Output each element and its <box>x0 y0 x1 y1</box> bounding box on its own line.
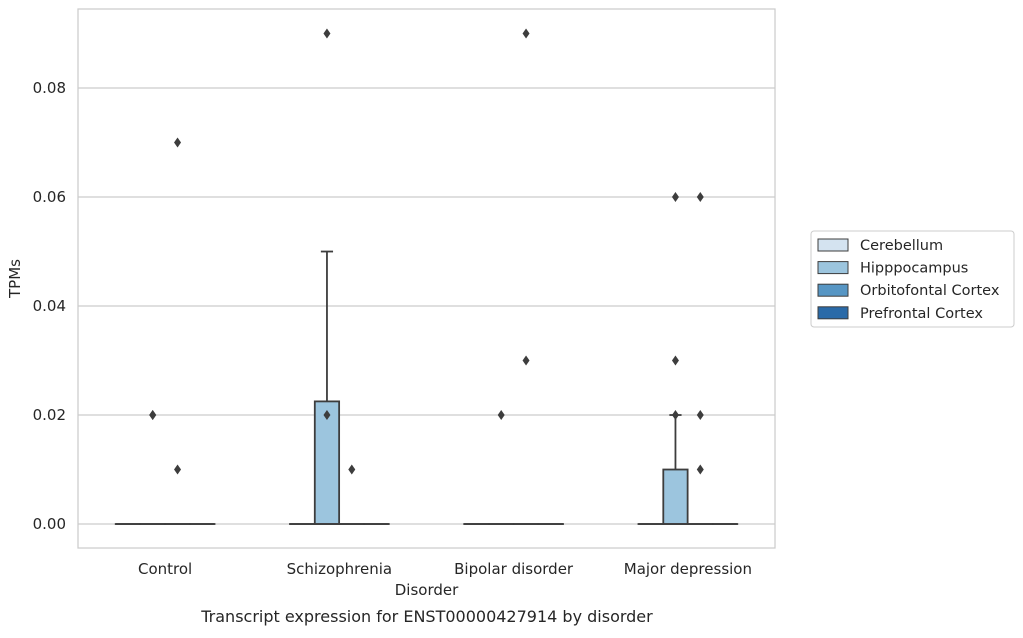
legend-swatch <box>818 307 848 319</box>
legend-label: Prefrontal Cortex <box>860 306 983 322</box>
outlier-point <box>174 138 181 148</box>
legend-swatch <box>818 262 848 274</box>
y-tick-labels: 0.00 0.02 0.04 0.06 0.08 <box>33 79 66 533</box>
outlier-layer <box>149 29 704 475</box>
x-tick-label: Major depression <box>624 560 752 578</box>
y-tick-label: 0.04 <box>33 297 66 315</box>
chart-caption: Transcript expression for ENST0000042791… <box>200 607 653 626</box>
y-tick-label: 0.06 <box>33 188 66 206</box>
y-axis-label: TPMs <box>6 259 24 299</box>
outlier-point <box>523 356 530 366</box>
legend: Cerebellum Hipppocampus Orbitofontal Corte… <box>811 231 1014 327</box>
box-layer <box>116 252 738 525</box>
legend-label: Orbitofontal Cortex <box>860 283 1000 299</box>
x-tick-label: Bipolar disorder <box>454 560 574 578</box>
x-tick-label: Control <box>138 560 192 578</box>
outlier-point <box>697 465 704 475</box>
outlier-point <box>523 29 530 39</box>
x-tick-label: Schizophrenia <box>287 560 392 578</box>
plot-frame <box>78 9 775 548</box>
legend-label: Hipppocampus <box>860 261 968 277</box>
outlier-point <box>697 192 704 202</box>
outlier-point <box>672 356 679 366</box>
outlier-point <box>498 410 505 420</box>
outlier-point <box>672 192 679 202</box>
legend-swatch <box>818 239 848 251</box>
y-tick-label: 0.00 <box>33 515 66 533</box>
outlier-point <box>323 29 330 39</box>
x-axis-label: Disorder <box>395 581 459 599</box>
x-tick-labels: Control Schizophrenia Bipolar disorder Majo… <box>138 560 752 578</box>
outlier-point <box>174 465 181 475</box>
y-tick-label: 0.08 <box>33 79 66 97</box>
outlier-point <box>672 410 679 420</box>
outlier-point <box>697 410 704 420</box>
y-tick-label: 0.02 <box>33 406 66 424</box>
legend-swatch <box>818 284 848 296</box>
box <box>663 470 687 524</box>
outlier-point <box>149 410 156 420</box>
outlier-point <box>348 465 355 475</box>
grid-layer <box>78 88 775 524</box>
legend-label: Cerebellum <box>860 238 943 254</box>
